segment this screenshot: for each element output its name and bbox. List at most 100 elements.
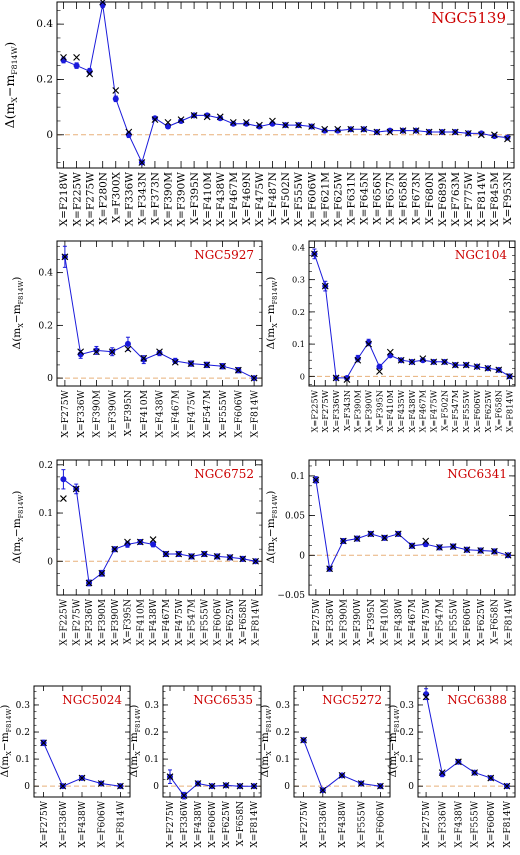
y-axis-label-part: −m: [0, 732, 11, 751]
x-tick-label: X=F410M: [202, 172, 214, 227]
cross-marker: [464, 130, 472, 137]
x-tick-label: X=F390W: [107, 389, 118, 437]
y-axis-label-part: F814W: [265, 708, 273, 732]
cross-marker: [187, 360, 195, 367]
data-point: [321, 127, 328, 134]
x-tick-label: X=F845M: [489, 172, 501, 227]
x-tick-label: X=F390W: [176, 172, 188, 227]
x-tick-label: X=F606W: [463, 598, 473, 645]
data-point: [217, 115, 224, 122]
cross-marker: [250, 374, 258, 382]
x-tick-label: X=F410M: [381, 599, 391, 646]
cross-marker: [236, 782, 244, 790]
panel-title: NGC6752: [194, 467, 254, 481]
cross-marker: [343, 376, 351, 383]
x-tick-label: X=F555W: [449, 598, 459, 645]
y-axis-label-part: F814W: [393, 708, 401, 732]
cross-marker: [408, 358, 416, 366]
cross-marker: [462, 361, 470, 369]
cross-marker: [282, 121, 289, 129]
cross-marker: [451, 361, 459, 369]
y-axis-label-part: Δ(m: [2, 102, 17, 128]
y-tick-label: −0.05: [277, 591, 305, 601]
y-axis-label-part: X: [5, 751, 13, 756]
y-tick-label: 0: [47, 373, 53, 384]
cross-marker: [72, 485, 80, 493]
y-axis-label: Δ(mX−mF814W): [387, 705, 401, 778]
y-tick-label: 0.1: [291, 472, 305, 482]
y-tick-label: 0: [299, 551, 305, 561]
x-tick-label: X=F763M: [450, 172, 462, 227]
cross-marker: [357, 780, 365, 787]
x-tick-label: X=F467M: [162, 599, 172, 646]
cross-marker: [419, 355, 427, 362]
cross-marker: [73, 53, 80, 61]
data-point: [73, 62, 80, 69]
x-tick-label: X=F438W: [394, 598, 404, 645]
chart-panel-ngc6535: 0 0.1 0.2 0.3 X=F275W X=F336W X=F438W X=F606W X=…: [128, 685, 262, 848]
x-tick-label: X=F395N: [374, 390, 384, 431]
cross-marker: [471, 769, 478, 777]
y-axis-label-part: X: [271, 323, 279, 328]
data-point: [419, 357, 426, 364]
cross-marker: [436, 543, 443, 551]
plot-frame: [417, 685, 516, 798]
cross-marker: [60, 495, 67, 502]
x-tick-label: X=F621M: [319, 172, 331, 227]
x-tick-label: X=F606W: [306, 172, 318, 227]
data-point: [256, 123, 263, 130]
y-tick-label: 0.1: [145, 755, 159, 765]
y-tick-label: 0.4: [292, 242, 305, 252]
y-tick-label: 0.05: [285, 512, 305, 522]
y-tick-label: 0: [24, 782, 30, 792]
x-tick-label: X=F475W: [175, 598, 185, 645]
cross-marker: [78, 774, 86, 782]
data-point: [60, 476, 67, 483]
cross-marker: [175, 550, 183, 558]
panel-title: NGC6388: [447, 693, 507, 707]
chart-panel-ngc6341: −0.05 0 0.05 0.1 X=F275W X=F336W X=F390M X=F390…: [265, 459, 516, 646]
panel-title: NGC5272: [322, 693, 382, 707]
y-tick-label: 0.1: [400, 755, 414, 765]
y-axis-label-part: −m: [11, 304, 23, 323]
x-tick-label: X=F438W: [194, 800, 204, 847]
cross-marker: [326, 565, 333, 573]
y-tick-label: 0: [153, 782, 159, 792]
x-tick-label: X=F502N: [439, 390, 449, 431]
cross-marker: [503, 782, 511, 790]
cross-marker: [491, 547, 498, 555]
x-tick-label: X=F475W: [429, 389, 439, 432]
y-axis-label-part: F814W: [5, 708, 13, 732]
y-tick-label: 0.2: [36, 73, 53, 85]
y-axis-label-part: −m: [2, 75, 17, 97]
cross-marker: [353, 535, 361, 543]
cross-marker: [373, 128, 381, 136]
cross-marker: [504, 551, 512, 559]
y-tick-label: 0.2: [39, 461, 53, 471]
data-point: [243, 120, 250, 127]
chart-panel-ngc5024: 0 0.1 0.2 0.3 X=F275W X=F336W X=F438W X=F606W X=…: [0, 685, 131, 848]
x-tick-label: X=F814W: [504, 598, 514, 645]
cross-marker: [117, 782, 124, 790]
y-axis-label-part: −m: [265, 518, 277, 537]
y-axis-label-part: X: [10, 97, 19, 103]
x-tick-label: X=F225W: [71, 172, 83, 227]
cross-marker: [208, 782, 216, 790]
x-tick-label: X=F606W: [487, 800, 497, 847]
x-tick-label: X=F225W: [309, 389, 319, 432]
cross-marker: [506, 372, 513, 380]
cross-marker: [111, 545, 119, 553]
y-axis-label-part: X: [265, 751, 273, 756]
y-axis-label: Δ(mX−mF814W): [259, 705, 273, 778]
cross-marker: [151, 116, 159, 123]
chart-panel-ngc5139: 0 0.2 0.4 X=F218W X=F225W X=F275W X=F280N X=F30…: [2, 0, 515, 227]
y-axis-label-part: −m: [259, 732, 271, 751]
x-tick-label: X=F814W: [476, 172, 488, 227]
cross-marker: [136, 538, 144, 546]
cross-marker: [399, 127, 407, 135]
chart-panel-ngc5927: 0 0.2 0.4 X=F275W X=F336W X=F390M X=F390W X=F39…: [11, 240, 263, 438]
cross-marker: [484, 364, 492, 372]
y-axis-label-part: ): [265, 277, 277, 281]
cross-marker: [377, 782, 384, 790]
cross-marker: [156, 348, 163, 356]
